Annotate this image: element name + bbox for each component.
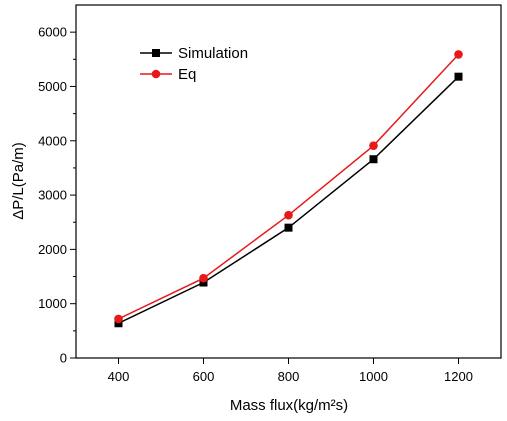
y-tick-label: 5000 [38,79,67,94]
series-line-simulation [118,76,460,324]
data-point-eq [284,210,293,220]
legend-entry-simulation: Simulation [140,45,248,62]
plot-frame [75,4,502,359]
data-point-eq [369,141,378,150]
series-line-eq [118,53,460,320]
y-tick-label: 4000 [38,133,67,148]
x-axis-label: Mass flux(kg/m²s) [230,397,348,414]
data-point-eq [454,50,463,59]
y-axis-label: ΔP/L(Pa/m) [10,142,27,220]
y-tick-label: 6000 [38,25,67,40]
series-layer [114,50,463,328]
y-tick-label: 3000 [38,188,67,203]
data-point-simulation [369,155,378,164]
data-point-simulation [199,278,208,287]
x-tick-label: 800 [278,369,300,384]
data-point-simulation [454,72,463,81]
data-point-simulation [114,319,123,328]
legend: Simulation Eq [140,45,248,83]
data-point-simulation [284,223,293,232]
legend-marker [151,69,161,79]
x-axis-ticks: 400 600 800 1000 1200 [108,358,473,384]
data-point-eq [114,314,123,324]
x-tick-label: 1000 [359,369,388,384]
series-simulation [114,72,463,328]
x-tick-label: 400 [108,369,130,384]
legend-label: Eq [178,66,196,83]
legend-label: Simulation [178,45,248,62]
y-tick-label: 0 [60,351,67,366]
x-tick-label: 600 [193,369,215,384]
x-tick-label: 1200 [444,369,473,384]
data-point-eq [199,273,208,283]
y-tick-label: 1000 [38,296,67,311]
legend-marker [152,49,160,57]
series-eq [114,50,463,324]
legend-entry-eq: Eq [140,66,196,83]
y-axis-ticks: 0 1000 2000 3000 4000 5000 6000 [38,25,76,366]
y-tick-label: 2000 [38,242,67,257]
